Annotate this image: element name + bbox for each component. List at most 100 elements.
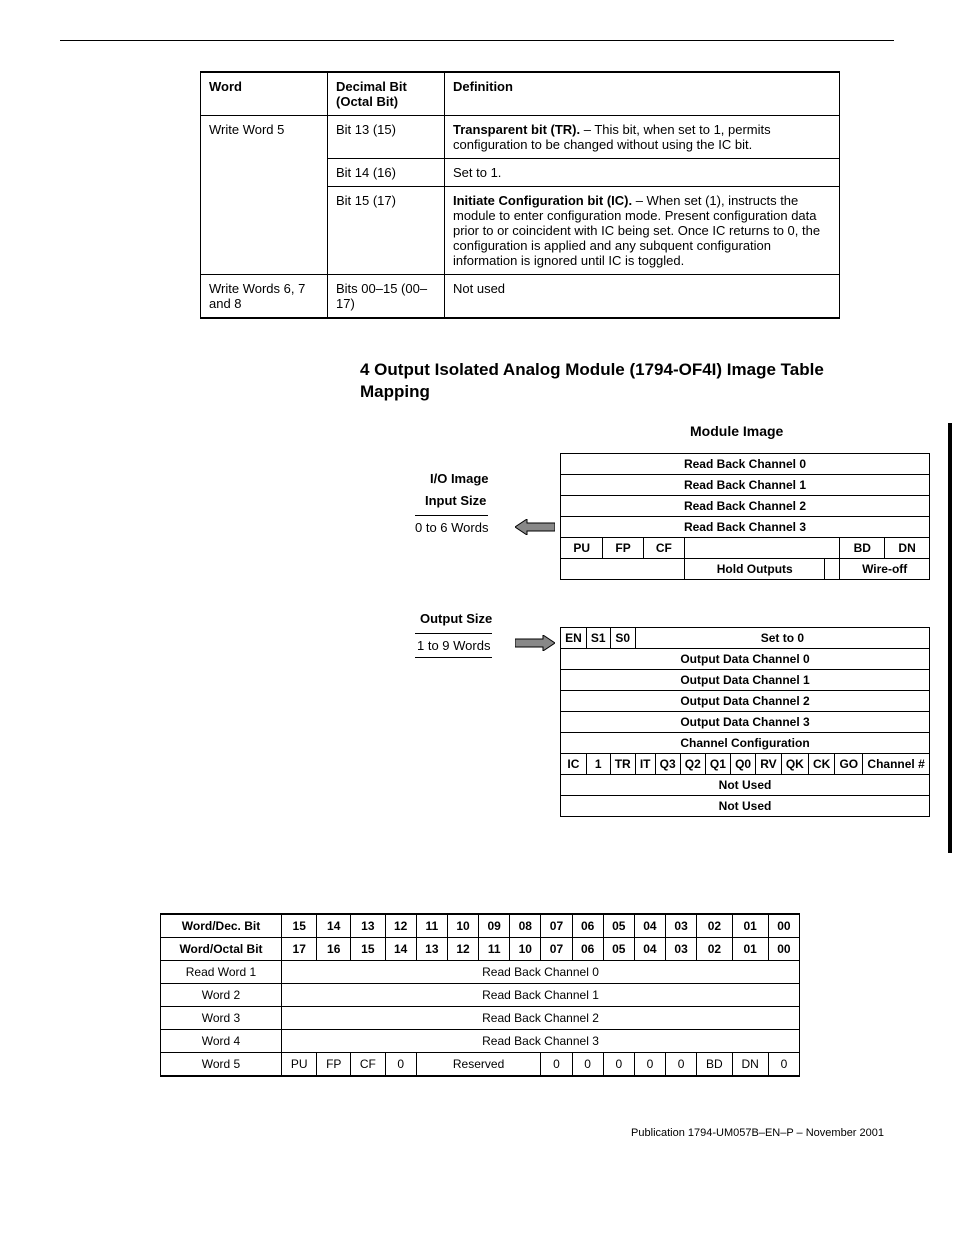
bit-row-2-label: Word 3 <box>161 1007 282 1030</box>
bit-mapping-table: Word/Dec. Bit 15 14 13 12 11 10 09 08 07… <box>160 913 800 1077</box>
input-range: 0 to 6 Words <box>415 515 488 535</box>
dec-05: 05 <box>603 914 634 938</box>
w5-dn: DN <box>732 1053 768 1077</box>
dec-04: 04 <box>634 914 665 938</box>
module-image-title: Module Image <box>690 423 783 439</box>
oct-03: 03 <box>666 938 697 961</box>
def-th-def: Definition <box>445 72 840 116</box>
out-bit-s1: S1 <box>586 628 610 649</box>
w5-0g: 0 <box>768 1053 799 1077</box>
cfg-qk: QK <box>781 754 808 775</box>
hold-outputs: Hold Outputs <box>684 559 824 580</box>
oct-02: 02 <box>697 938 732 961</box>
def-bit-1: Bit 14 (16) <box>328 159 445 187</box>
def-def-1: Set to 1. <box>445 159 840 187</box>
def-bit-3: Bits 00–15 (00–17) <box>328 275 445 319</box>
bit-oct-header: Word/Octal Bit <box>161 938 282 961</box>
def-word-3: Write Words 6, 7 and 8 <box>201 275 328 319</box>
oct-14: 14 <box>385 938 416 961</box>
oct-13: 13 <box>416 938 447 961</box>
oct-11: 11 <box>479 938 510 961</box>
dec-10: 10 <box>447 914 478 938</box>
page-rule <box>60 40 894 41</box>
oct-05: 05 <box>603 938 634 961</box>
dec-03: 03 <box>666 914 697 938</box>
out-row-0: Output Data Channel 0 <box>561 649 930 670</box>
io-image-label: I/O Image <box>430 471 489 486</box>
def-th-word: Word <box>201 72 328 116</box>
status-bit-pu: PU <box>561 538 603 559</box>
dec-09: 09 <box>479 914 510 938</box>
bit-row-1-span: Read Back Channel 1 <box>282 984 800 1007</box>
wire-off: Wire-off <box>840 559 930 580</box>
w5-0f: 0 <box>666 1053 697 1077</box>
bit-dec-header: Word/Dec. Bit <box>161 914 282 938</box>
dec-02: 02 <box>697 914 732 938</box>
read-row-0: Read Back Channel 0 <box>561 454 930 475</box>
not-used-0: Not Used <box>561 775 930 796</box>
dec-15: 15 <box>282 914 317 938</box>
oct-01: 01 <box>732 938 768 961</box>
bit-row-0-span: Read Back Channel 0 <box>282 961 800 984</box>
oct-12: 12 <box>447 938 478 961</box>
read-row-1: Read Back Channel 1 <box>561 475 930 496</box>
definition-table: Word Decimal Bit (Octal Bit) Definition … <box>200 71 840 319</box>
cfg-q2: Q2 <box>680 754 705 775</box>
output-image-table: EN S1 S0 Set to 0 Output Data Channel 0 … <box>560 627 930 817</box>
def-bit-2: Bit 15 (17) <box>328 187 445 275</box>
cfg-q0: Q0 <box>731 754 756 775</box>
input-image-table: Read Back Channel 0 Read Back Channel 1 … <box>560 453 930 580</box>
cfg-ck: CK <box>808 754 834 775</box>
dec-12: 12 <box>385 914 416 938</box>
cfg-go: GO <box>835 754 863 775</box>
w5-cf: CF <box>351 1053 386 1077</box>
out-set0: Set to 0 <box>635 628 929 649</box>
w5-0a: 0 <box>385 1053 416 1077</box>
module-right-bar <box>948 423 952 853</box>
w5-pu: PU <box>282 1053 317 1077</box>
section-heading: 4 Output Isolated Analog Module (1794-OF… <box>360 359 860 403</box>
oct-17: 17 <box>282 938 317 961</box>
output-range: 1 to 9 Words <box>415 633 492 658</box>
dec-11: 11 <box>416 914 447 938</box>
dec-14: 14 <box>317 914 351 938</box>
read-row-2: Read Back Channel 2 <box>561 496 930 517</box>
footer-publication: Publication 1794-UM057B–EN–P – November … <box>60 1127 884 1139</box>
dec-07: 07 <box>541 914 572 938</box>
input-size-label: Input Size <box>425 493 486 508</box>
bit-row-5-label: Word 5 <box>161 1053 282 1077</box>
cfg-tr: TR <box>610 754 635 775</box>
arrow-left-icon <box>515 519 555 535</box>
hold-gap-right <box>825 559 840 580</box>
status-gap <box>684 538 839 559</box>
bit-row-0-label: Read Word 1 <box>161 961 282 984</box>
def-bit-0: Bit 13 (15) <box>328 116 445 159</box>
out-row-4: Channel Configuration <box>561 733 930 754</box>
oct-06: 06 <box>572 938 603 961</box>
read-row-3: Read Back Channel 3 <box>561 517 930 538</box>
w5-fp: FP <box>317 1053 351 1077</box>
cfg-q3: Q3 <box>655 754 680 775</box>
def-def-3: Not used <box>445 275 840 319</box>
oct-10: 10 <box>510 938 541 961</box>
module-image-diagram: Module Image I/O Image Input Size 0 to 6… <box>320 423 940 873</box>
arrow-right-icon <box>515 635 555 651</box>
oct-16: 16 <box>317 938 351 961</box>
oct-00: 00 <box>768 938 799 961</box>
out-bit-s0: S0 <box>610 628 635 649</box>
oct-15: 15 <box>351 938 386 961</box>
dec-13: 13 <box>351 914 386 938</box>
cfg-channel: Channel # <box>863 754 930 775</box>
not-used-1: Not Used <box>561 796 930 817</box>
cfg-rv: RV <box>756 754 782 775</box>
status-bit-bd: BD <box>840 538 885 559</box>
def-word-0: Write Word 5 <box>201 116 328 275</box>
bit-row-3-span: Read Back Channel 3 <box>282 1030 800 1053</box>
def-def-2: Initiate Configuration bit (IC). – When … <box>445 187 840 275</box>
def-def-0: Transparent bit (TR). – This bit, when s… <box>445 116 840 159</box>
w5-reserved: Reserved <box>416 1053 541 1077</box>
dec-06: 06 <box>572 914 603 938</box>
out-row-3: Output Data Channel 3 <box>561 712 930 733</box>
oct-04: 04 <box>634 938 665 961</box>
oct-07: 07 <box>541 938 572 961</box>
